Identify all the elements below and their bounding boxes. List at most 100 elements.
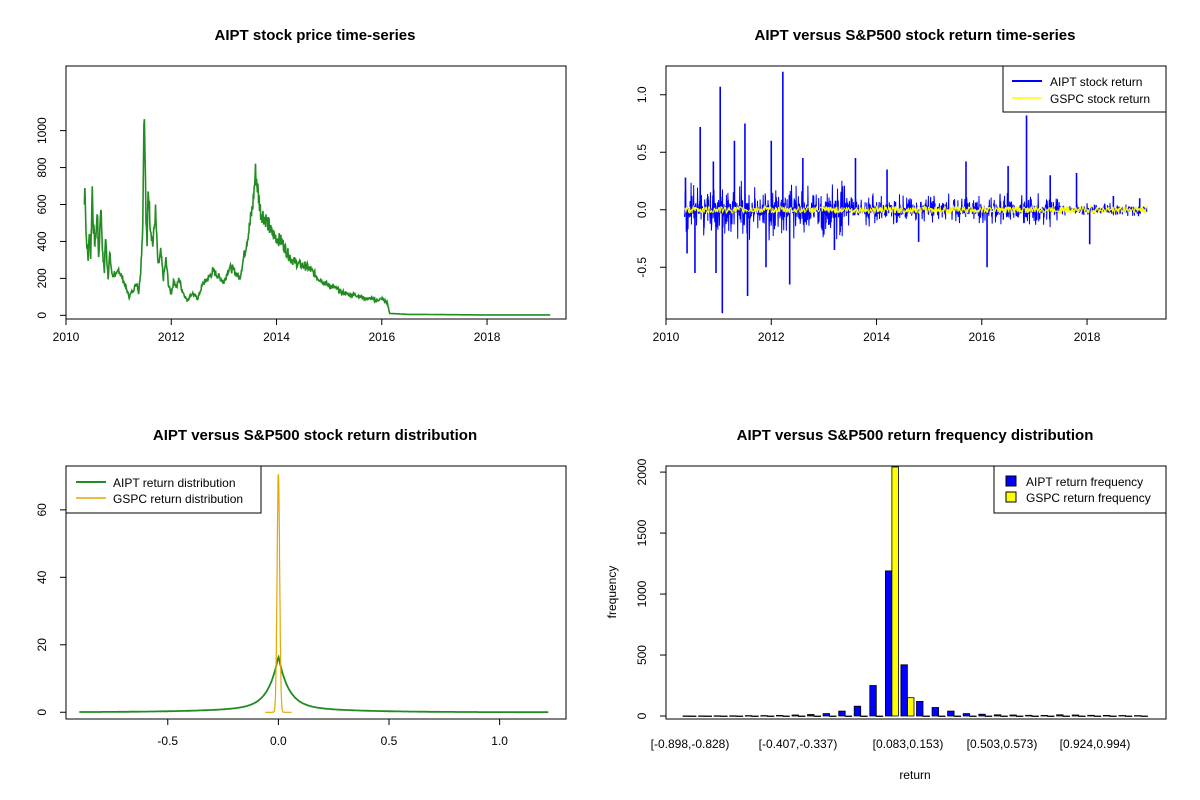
histogram-ytick-label: 1500	[635, 519, 649, 546]
aipt-freq-bar	[947, 710, 955, 717]
histogram-legend: AIPT return frequency GSPC return freque…	[993, 465, 1167, 514]
price-title: AIPT stock price time-series	[215, 27, 416, 44]
returns-legend-box	[1002, 65, 1167, 113]
aipt-freq-bar	[962, 713, 971, 717]
gspc-freq-bar	[782, 715, 790, 717]
returns-ytick-label: 0.5	[635, 144, 649, 161]
gspc-freq-bar	[984, 715, 993, 717]
density-plot-frame	[65, 465, 567, 720]
gspc-freq-bar	[829, 715, 837, 717]
histogram-xtick-label: [-0.407,-0.337)	[759, 737, 838, 751]
gspc-freq-bar	[907, 697, 915, 717]
gspc-freq-bar	[1109, 715, 1117, 717]
density-legend: AIPT return distribution GSPC return dis…	[65, 465, 262, 514]
gspc-return-line	[684, 204, 1149, 216]
legend-gspc-freq-label: GSPC return frequency	[1026, 491, 1151, 505]
returns-ytick-label: 1.0	[635, 86, 649, 103]
aipt-density-line	[79, 654, 549, 714]
returns-plot-frame	[665, 65, 1167, 320]
legend-aipt-density-label: AIPT return distribution	[113, 476, 236, 490]
price-xtick-label: 2018	[474, 330, 501, 344]
returns-xtick-label: 2018	[1074, 330, 1101, 344]
returns-xtick-label: 2010	[653, 330, 680, 344]
density-xtick-label: 0.5	[381, 734, 398, 748]
aipt-freq-bar	[900, 664, 908, 717]
histogram-plot: 0 500 1000 1500 2000 [-0.898,-0.828) [-0.407,-…	[635, 458, 1148, 751]
gspc-freq-bar	[891, 466, 899, 717]
gspc-freq-bar	[938, 715, 946, 717]
aipt-freq-bar	[729, 715, 737, 717]
gspc-freq-bar	[798, 715, 806, 717]
aipt-freq-bar	[791, 714, 799, 717]
gspc-freq-bar	[735, 715, 744, 717]
density-ytick-label: 60	[35, 503, 49, 517]
price-ytick-label: 1000	[35, 117, 49, 144]
gspc-freq-bar	[1000, 715, 1008, 717]
aipt-freq-bar	[698, 715, 706, 717]
gspc-density-line	[265, 474, 292, 713]
aipt-freq-bar	[1071, 714, 1080, 717]
returns-legend: AIPT stock return GSPC stock return	[1002, 65, 1167, 113]
density-ytick-label: 40	[35, 570, 49, 584]
returns-xtick-label: 2012	[758, 330, 785, 344]
aipt-freq-bar	[838, 710, 846, 717]
aipt-freq-bar	[713, 715, 721, 717]
aipt-freq-bar	[993, 714, 1002, 717]
gspc-freq-bar	[844, 715, 853, 717]
density-xtick-label: -0.5	[157, 734, 178, 748]
aipt-freq-bar	[885, 570, 893, 717]
gspc-freq-bar	[767, 715, 775, 717]
gspc-freq-bar	[1078, 715, 1086, 717]
legend-aipt-freq-swatch	[1005, 475, 1017, 487]
returns-title: AIPT versus S&P500 stock return time-ser…	[755, 27, 1076, 44]
aipt-freq-bar	[916, 701, 924, 717]
histogram-plot-frame	[665, 465, 1167, 720]
density-legend-box	[65, 465, 262, 514]
legend-aipt-freq-label: AIPT return frequency	[1026, 475, 1143, 489]
histogram-ylabel: frequency	[605, 566, 619, 619]
legend-aipt-return-label: AIPT stock return	[1050, 75, 1142, 89]
gspc-freq-bar	[751, 715, 759, 717]
returns-panel: AIPT versus S&P500 stock return time-ser…	[635, 27, 1167, 344]
aipt-freq-bar	[978, 713, 986, 717]
gspc-freq-bar	[1140, 715, 1148, 717]
price-ytick-label: 0	[35, 312, 49, 319]
returns-ytick-label: 0.0	[635, 201, 649, 218]
gspc-freq-bar	[1031, 715, 1039, 717]
gspc-freq-bar	[1047, 715, 1055, 717]
histogram-panel: AIPT versus S&P500 return frequency dist…	[605, 427, 1167, 782]
histogram-legend-box	[993, 465, 1167, 514]
gspc-freq-bar	[704, 715, 712, 717]
price-xtick-label: 2012	[158, 330, 185, 344]
histogram-ytick-label: 1000	[635, 580, 649, 607]
aipt-freq-bar	[869, 685, 877, 717]
legend-gspc-density-label: GSPC return distribution	[113, 492, 243, 506]
price-ytick-label: 400	[35, 231, 49, 251]
aipt-freq-bar	[853, 705, 862, 717]
legend-gspc-freq-swatch	[1005, 491, 1017, 503]
returns-xtick-label: 2016	[968, 330, 995, 344]
aipt-freq-bar	[1134, 715, 1142, 717]
price-ytick-label: 200	[35, 268, 49, 288]
density-title: AIPT versus S&P500 stock return distribu…	[153, 427, 477, 444]
returns-xtick-label: 2014	[863, 330, 890, 344]
gspc-freq-bar	[969, 715, 977, 717]
histogram-xtick-label: [0.503,0.573)	[967, 737, 1038, 751]
density-xtick-label: 0.0	[270, 734, 287, 748]
density-xtick-label: 1.0	[491, 734, 508, 748]
price-xtick-label: 2014	[263, 330, 290, 344]
gspc-freq-bar	[860, 715, 868, 717]
gspc-freq-bar	[689, 715, 697, 717]
histogram-xlabel: return	[899, 768, 930, 782]
price-plot-frame	[65, 65, 567, 320]
gspc-freq-bar	[875, 715, 884, 717]
aipt-freq-bar	[822, 713, 830, 717]
histogram-ytick-label: 0	[635, 712, 649, 719]
gspc-freq-bar	[1125, 715, 1133, 717]
aipt-freq-bar	[1056, 714, 1064, 717]
histogram-xtick-label: [-0.898,-0.828)	[651, 737, 730, 751]
price-ytick-label: 800	[35, 157, 49, 177]
histogram-xtick-label: [0.924,0.994)	[1060, 737, 1131, 751]
aipt-freq-bar	[931, 707, 939, 717]
price-ytick-label: 600	[35, 194, 49, 214]
